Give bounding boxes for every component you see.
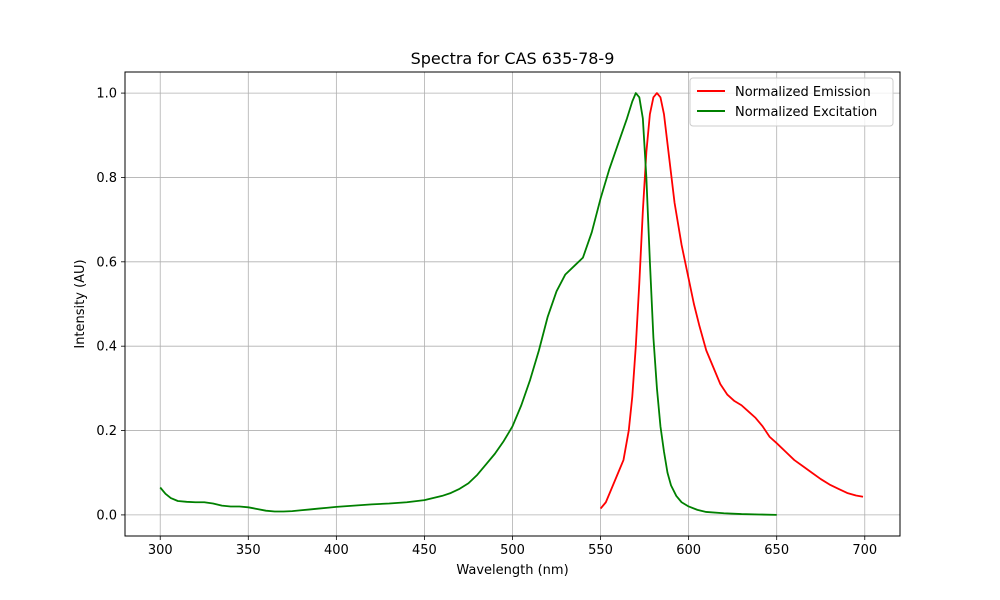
y-tick-label: 0.2 bbox=[96, 424, 117, 439]
legend-label-emission: Normalized Emission bbox=[735, 85, 871, 100]
x-tick-label: 500 bbox=[500, 543, 525, 558]
y-tick-label: 0.0 bbox=[96, 508, 117, 523]
x-tick-label: 650 bbox=[764, 543, 789, 558]
x-tick-label: 700 bbox=[852, 543, 877, 558]
y-axis-ticks: 0.0 0.2 0.4 0.6 0.8 1.0 bbox=[96, 87, 125, 523]
x-tick-label: 350 bbox=[236, 543, 261, 558]
x-tick-label: 600 bbox=[676, 543, 701, 558]
series-lines bbox=[159, 92, 864, 516]
y-tick-label: 0.4 bbox=[96, 340, 117, 355]
y-axis-label: Intensity (AU) bbox=[73, 259, 88, 348]
x-tick-label: 450 bbox=[412, 543, 437, 558]
x-tick-label: 300 bbox=[148, 543, 173, 558]
series-line-excitation bbox=[159, 92, 777, 516]
legend: Normalized Emission Normalized Excitatio… bbox=[689, 77, 894, 127]
x-axis-ticks: 300 350 400 450 500 550 600 650 700 bbox=[148, 536, 877, 558]
y-tick-label: 0.6 bbox=[96, 255, 117, 270]
legend-label-excitation: Normalized Excitation bbox=[735, 105, 877, 120]
y-tick-label: 1.0 bbox=[96, 87, 117, 102]
x-tick-label: 400 bbox=[324, 543, 349, 558]
x-tick-label: 550 bbox=[588, 543, 613, 558]
series-line-emission bbox=[599, 92, 864, 510]
chart-title: Spectra for CAS 635-78-9 bbox=[411, 49, 615, 68]
y-tick-label: 0.8 bbox=[96, 171, 117, 186]
x-axis-label: Wavelength (nm) bbox=[456, 563, 568, 578]
legend-box bbox=[689, 77, 894, 127]
